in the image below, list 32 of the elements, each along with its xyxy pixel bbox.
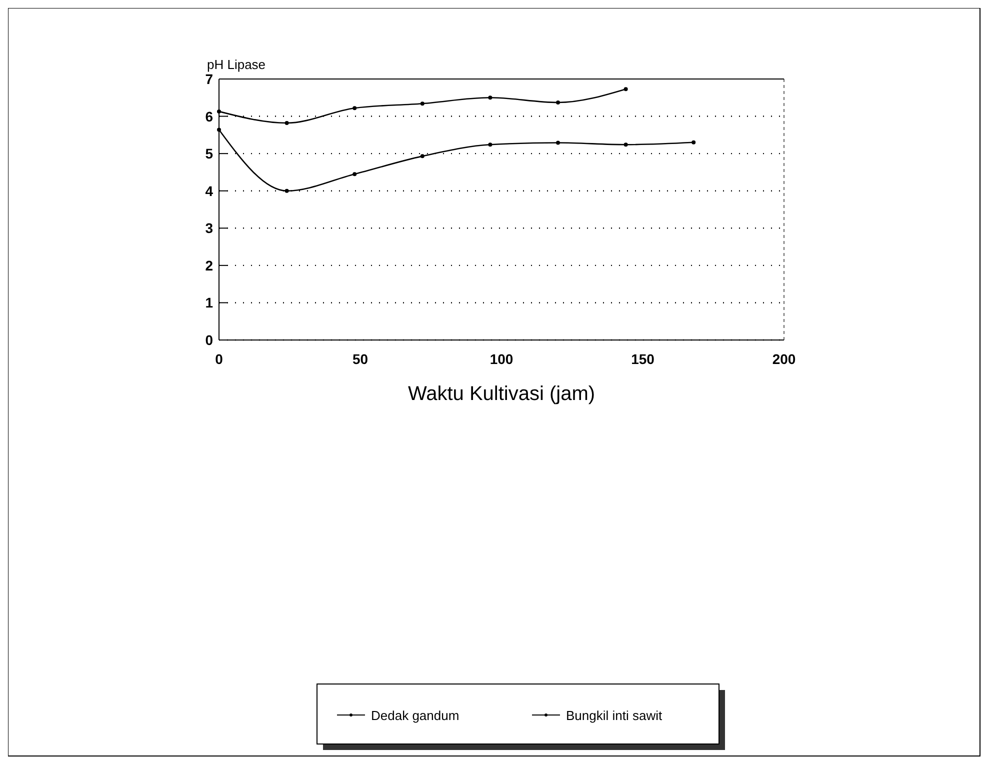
- y-tick-label: 1: [205, 294, 214, 311]
- x-tick-label: 200: [772, 351, 796, 367]
- point: [284, 188, 289, 193]
- point: [692, 140, 696, 144]
- point: [217, 128, 221, 132]
- point: [556, 100, 560, 104]
- point: [624, 87, 628, 92]
- y-axis-title: pH Lipase: [207, 57, 266, 72]
- point: [420, 154, 424, 158]
- x-tick-label: 150: [631, 351, 655, 367]
- point: [488, 142, 492, 147]
- x-tick-label: 50: [352, 351, 368, 367]
- y-tick-label: 6: [205, 108, 214, 124]
- y-tick-label: 3: [205, 220, 214, 236]
- point: [217, 109, 221, 114]
- legend-label: Bungkil inti sawit: [566, 708, 662, 723]
- point: [284, 120, 289, 125]
- y-tick-label: 4: [205, 182, 214, 199]
- x-tick-label: 0: [215, 351, 224, 367]
- point: [624, 142, 628, 147]
- y-tick-label: 7: [205, 71, 214, 87]
- point: [488, 96, 492, 100]
- point: [352, 106, 357, 110]
- y-tick-label: 5: [205, 146, 214, 162]
- point: [556, 140, 560, 145]
- legend-label: Dedak gandum: [371, 708, 460, 723]
- x-tick-label: 100: [490, 351, 514, 367]
- y-tick-label: 2: [205, 257, 214, 274]
- point: [352, 172, 357, 176]
- y-tick-label: 0: [205, 332, 214, 348]
- x-axis-title: Waktu Kultivasi (jam): [408, 383, 596, 405]
- point: [420, 102, 424, 106]
